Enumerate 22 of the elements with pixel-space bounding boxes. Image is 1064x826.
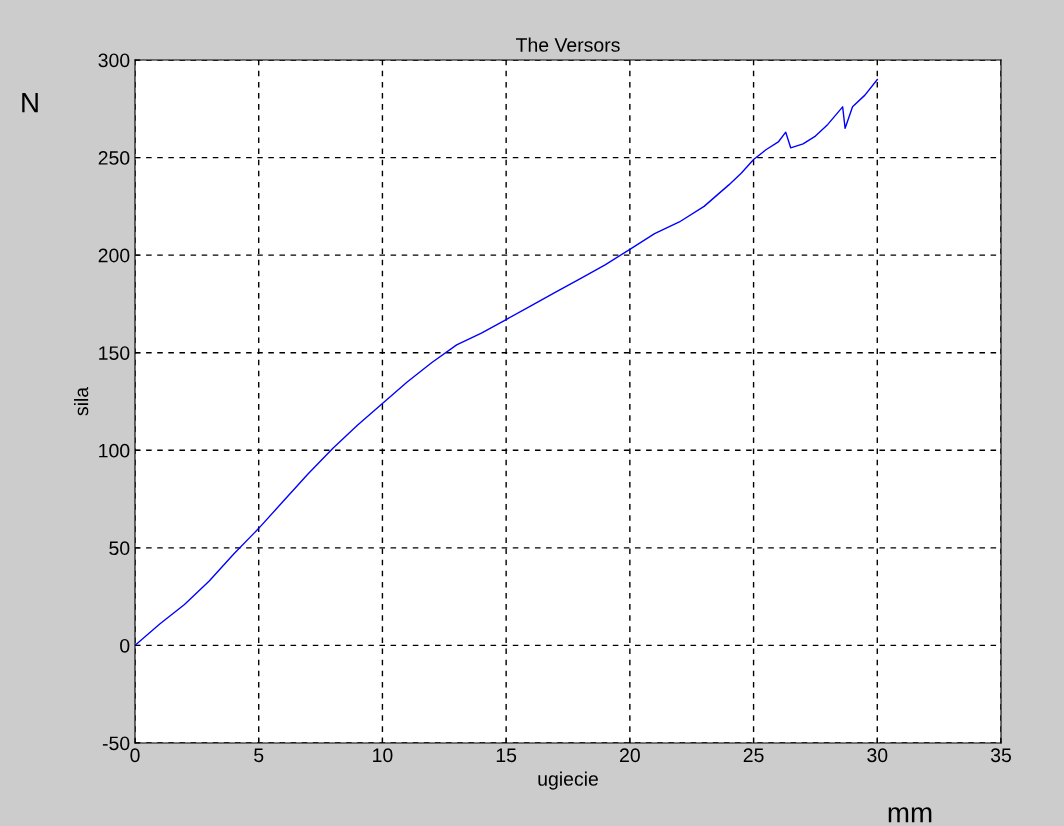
y-tick-label: 50 [109, 541, 130, 556]
x-tick-label: 20 [620, 748, 640, 763]
x-tick-label: 15 [496, 748, 517, 763]
x-tick-label: 5 [254, 748, 264, 763]
y-tick-label: 100 [99, 443, 130, 458]
text: mm [888, 807, 932, 823]
line-series [135, 78, 878, 647]
y-axis-title: sila [74, 386, 89, 416]
y-tick-label: 250 [98, 151, 130, 165]
chart-title: The Versors [516, 37, 620, 52]
x-axis-title: ugiecie [538, 771, 598, 790]
x-tick-label: 0 [130, 748, 140, 763]
x-tick-label: 35 [990, 748, 1011, 763]
y-tick-label: 200 [98, 248, 130, 263]
y-tick-label: 0 [120, 638, 130, 653]
y-tick-label: 300 [98, 53, 130, 68]
text: N [22, 93, 38, 113]
y-tick-label: -50 [102, 736, 130, 751]
y-tick-label: 150 [99, 346, 130, 360]
x-tick-label: 30 [867, 748, 888, 763]
x-tick-label: 10 [373, 748, 393, 763]
x-tick-label: 25 [743, 748, 764, 763]
